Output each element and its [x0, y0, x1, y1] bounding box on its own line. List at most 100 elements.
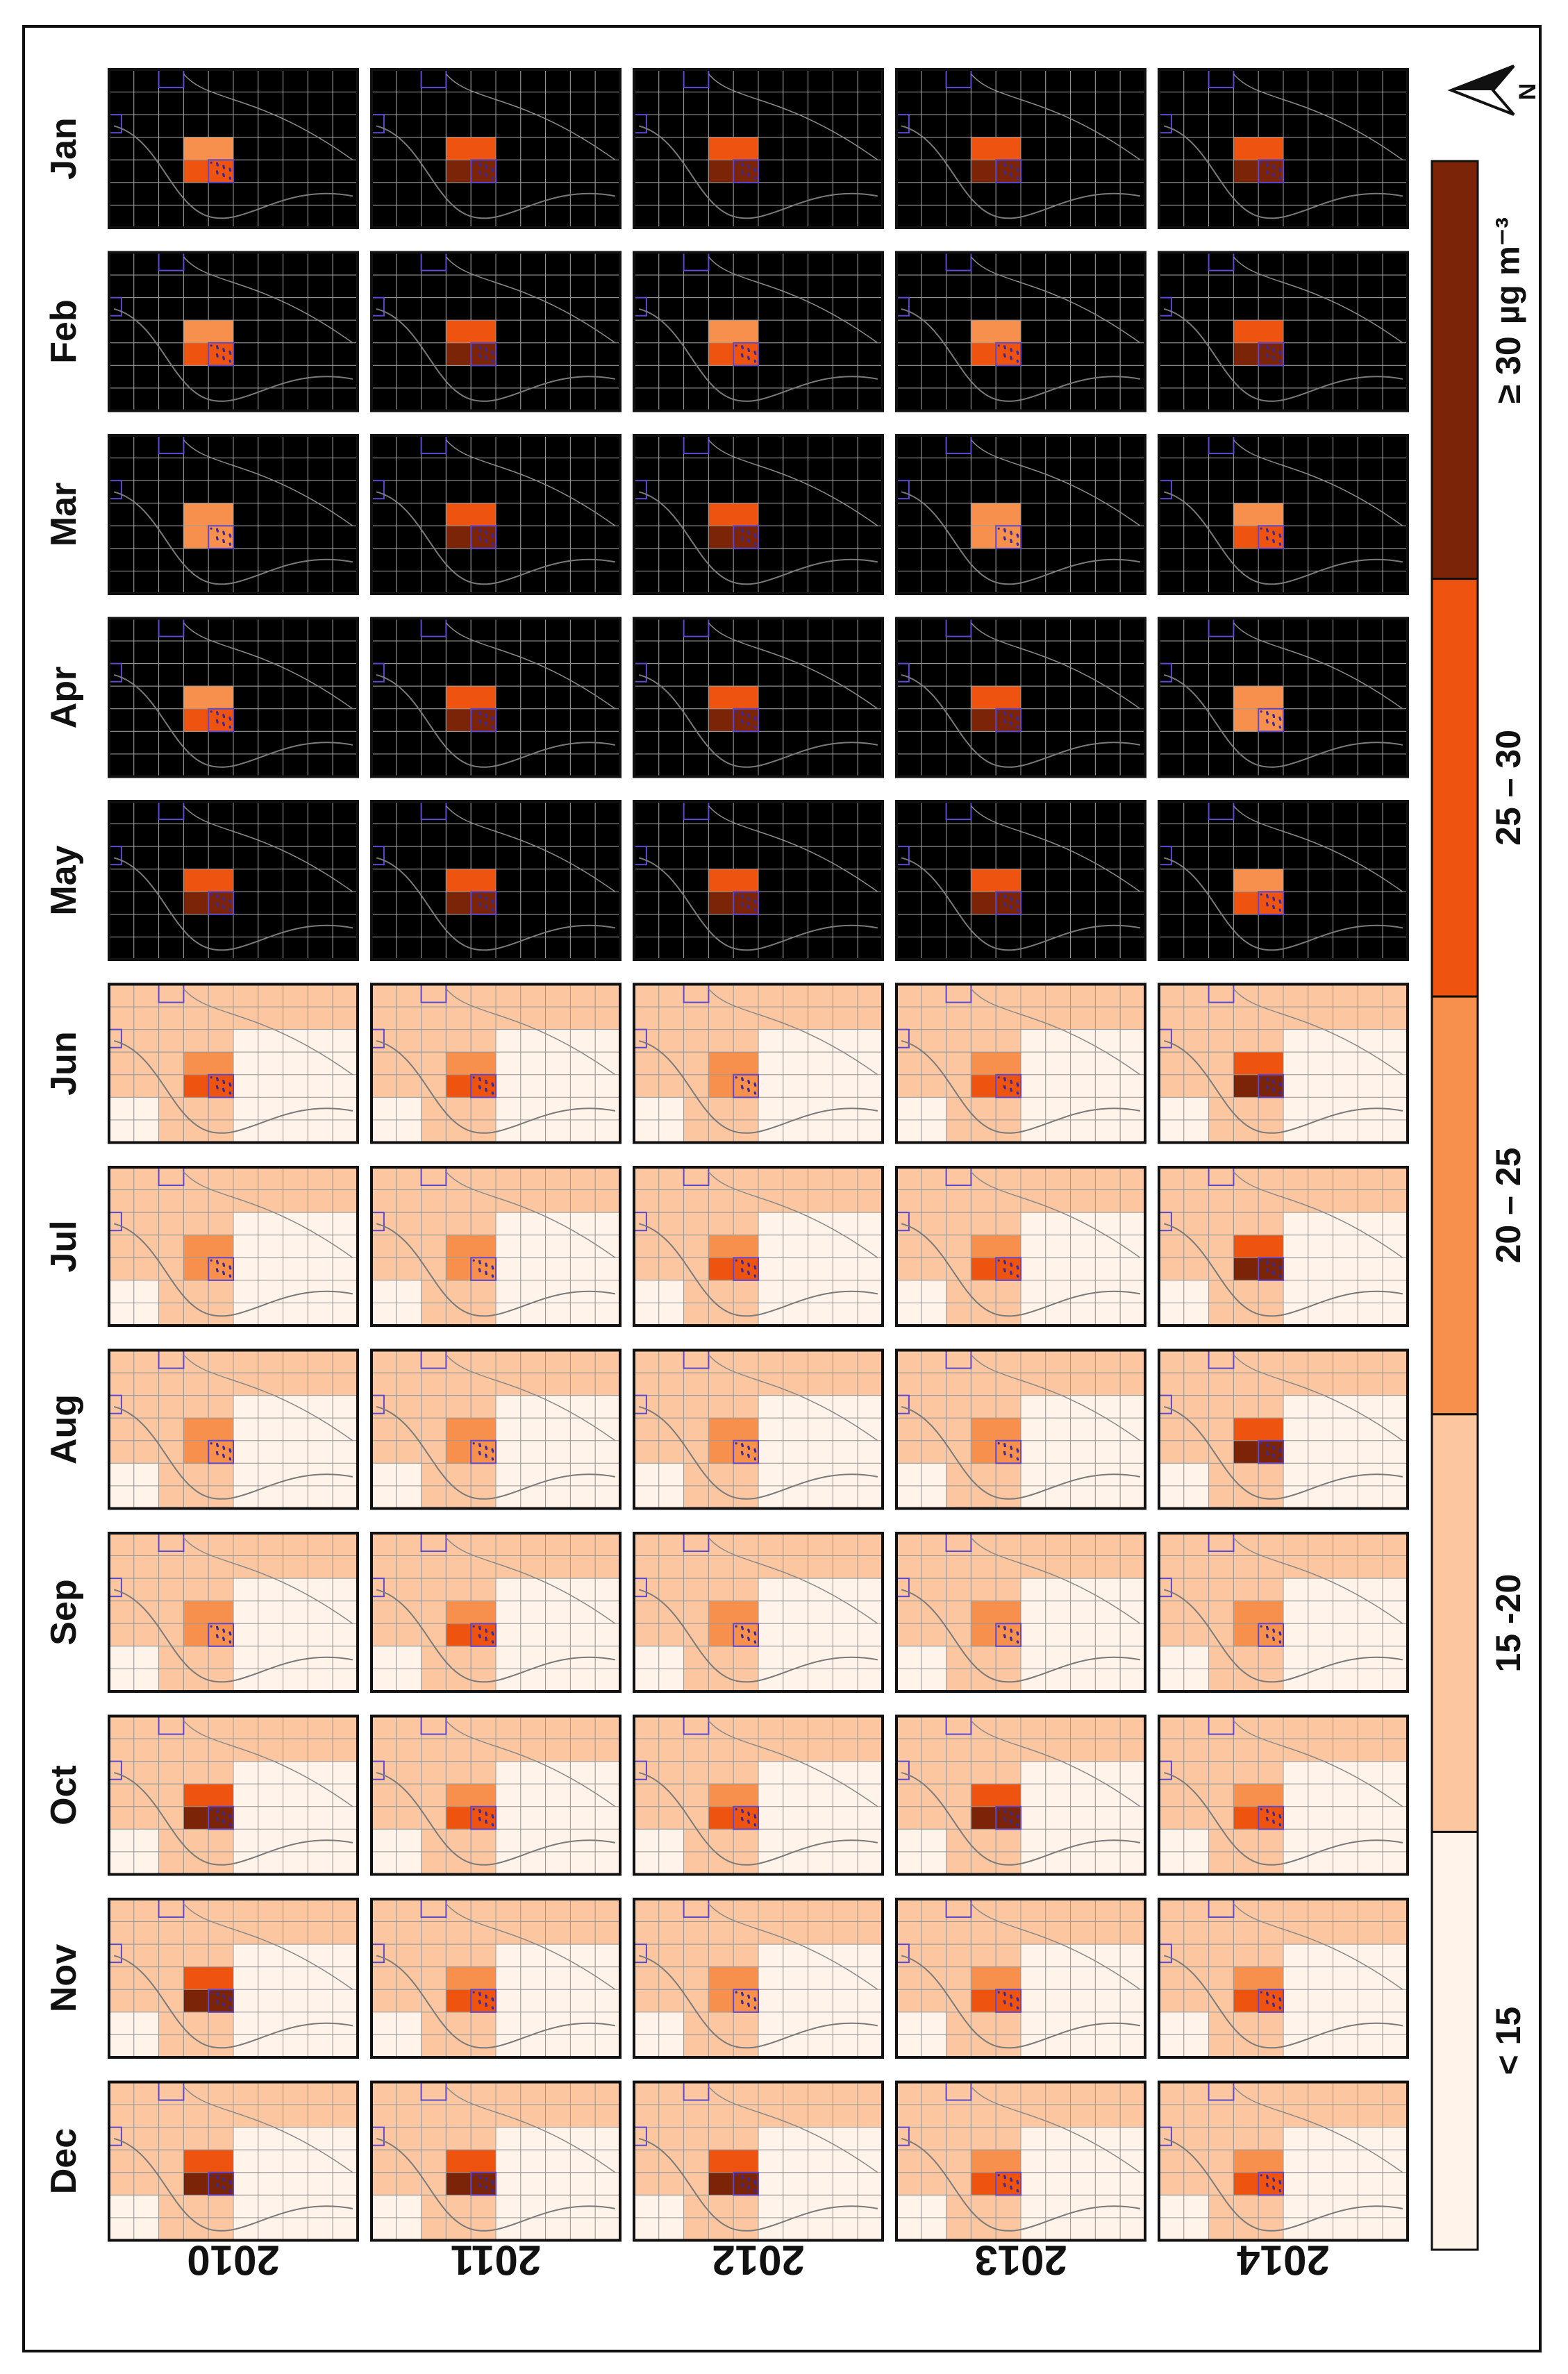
grid-cell	[396, 1555, 422, 1579]
year-label-2013: 2013	[974, 2237, 1067, 2284]
grid-cell	[896, 1257, 922, 1281]
grid-cell	[283, 1898, 308, 1923]
grid-cell	[133, 984, 160, 1008]
grid-cell	[396, 570, 422, 594]
grid-cell	[520, 387, 547, 412]
grid-cell	[421, 1600, 447, 1624]
grid-cell	[421, 297, 447, 321]
grid-cell	[1158, 365, 1185, 389]
stipple-dot	[997, 527, 1000, 530]
grid-cell	[332, 984, 358, 1008]
stipple-dot	[491, 1274, 494, 1277]
panel-2012-nov	[633, 1898, 884, 2059]
grid-cell	[808, 1462, 833, 1487]
grid-cell	[258, 137, 284, 160]
panel-2013-aug	[895, 1348, 1146, 1510]
stipple-dot	[222, 2003, 225, 2005]
grid-cell	[708, 1851, 734, 1875]
grid-cell	[133, 1440, 160, 1464]
grid-cell	[970, 458, 996, 481]
stipple-dot	[753, 1448, 756, 1451]
grid-cell	[258, 1372, 284, 1396]
grid-cell	[1158, 137, 1185, 160]
grid-cell	[520, 503, 547, 526]
grid-cell	[733, 182, 759, 206]
grid-cell	[783, 801, 809, 825]
grid-cell	[946, 1966, 971, 1990]
grid-cell	[470, 1395, 497, 1419]
grid-cell	[332, 936, 358, 960]
grid-cell	[1119, 274, 1146, 299]
grid-cell	[283, 1783, 308, 1807]
grid-cell	[133, 1119, 160, 1144]
stipple-dot	[485, 2185, 487, 2188]
grid-cell	[1094, 1851, 1121, 1875]
grid-cell	[545, 869, 571, 892]
grid-cell	[808, 2194, 833, 2218]
grid-cell	[733, 2127, 759, 2150]
grid-cell	[108, 2172, 135, 2196]
grid-cell	[396, 1167, 422, 1191]
grid-cell	[158, 1783, 184, 1807]
grid-cell	[658, 570, 685, 594]
stipple-dot	[747, 1994, 750, 1997]
grid-cell	[1045, 685, 1071, 710]
grid-cell	[421, 570, 447, 594]
grid-cell	[808, 846, 833, 870]
grid-cell	[158, 1921, 184, 1945]
grid-cell	[921, 458, 947, 481]
stipple-dot	[1016, 1091, 1019, 1094]
grid-cell	[158, 1738, 184, 1762]
grid-cell	[421, 1257, 447, 1281]
grid-cell	[158, 846, 184, 870]
stipple-dot	[740, 902, 743, 905]
grid-cell	[808, 1029, 833, 1053]
grid-cell	[857, 846, 883, 870]
grid-cell	[1094, 1532, 1121, 1557]
grid-cell	[658, 1257, 685, 1281]
panel-2011-jan	[370, 68, 622, 229]
grid-cell	[569, 159, 596, 183]
grid-cell	[658, 1716, 685, 1739]
grid-cell	[421, 458, 447, 481]
grid-cell	[332, 1716, 358, 1739]
grid-cell	[545, 1462, 571, 1487]
stipple-dot	[997, 2174, 1000, 2177]
grid-cell	[946, 204, 971, 228]
grid-cell	[594, 1623, 621, 1647]
grid-cell	[633, 1074, 660, 1098]
grid-cell	[1119, 1532, 1146, 1557]
grid-cell	[158, 319, 184, 344]
grid-cell	[371, 824, 397, 847]
grid-cell	[594, 159, 621, 183]
grid-cell	[946, 640, 971, 664]
grid-cell	[371, 753, 397, 778]
grid-cell	[233, 2127, 259, 2150]
grid-cell	[783, 1006, 809, 1030]
stipple-dot	[1010, 905, 1012, 908]
grid-cell	[832, 252, 858, 276]
grid-cell	[921, 1806, 947, 1830]
grid-cell	[1045, 1578, 1071, 1602]
stipple-dot	[215, 902, 218, 905]
grid-cell	[1070, 1555, 1096, 1579]
stipple-dot	[478, 353, 481, 356]
grid-cell	[921, 1851, 947, 1875]
grid-cell	[1233, 204, 1259, 228]
grid-cell	[708, 753, 734, 778]
grid-cell	[371, 69, 397, 93]
grid-cell	[857, 1372, 883, 1396]
grid-cell	[1183, 274, 1210, 299]
grid-cell	[283, 1966, 308, 1990]
grid-cell	[520, 92, 547, 115]
grid-cell	[421, 846, 447, 870]
grid-cell	[1357, 435, 1383, 459]
grid-cell	[1208, 342, 1234, 366]
grid-cell	[1070, 1302, 1096, 1326]
grid-cell	[307, 2172, 333, 2196]
grid-cell	[683, 1417, 709, 1441]
grid-cell	[283, 730, 308, 755]
grid-cell	[857, 342, 883, 366]
grid-cell	[208, 297, 234, 321]
grid-cell	[371, 1716, 397, 1739]
